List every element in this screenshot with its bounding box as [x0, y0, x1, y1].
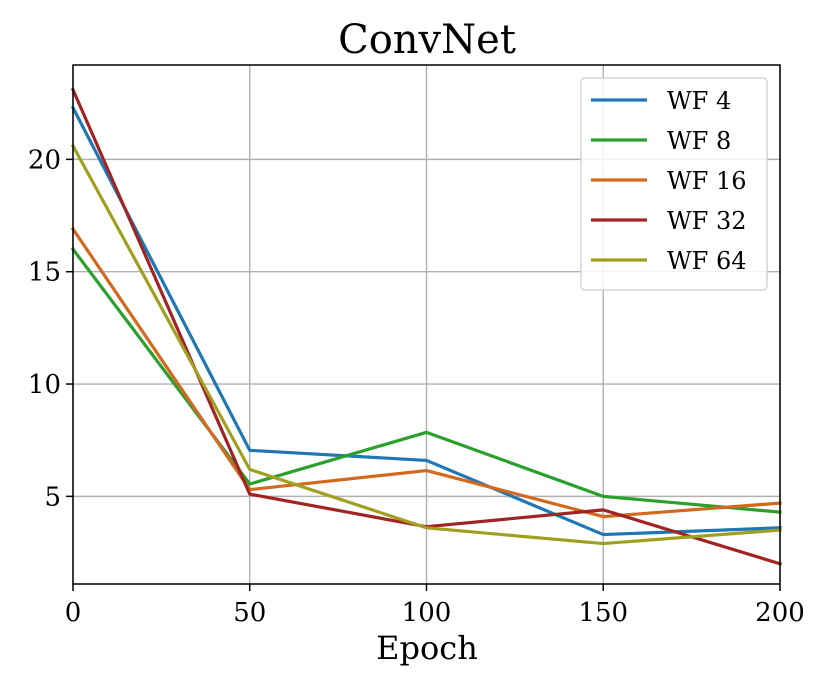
y-tick-label: 15 — [28, 258, 61, 288]
x-tick-label: 0 — [65, 598, 82, 628]
series-line-wf-64 — [70, 143, 782, 546]
x-tick-label: 150 — [578, 598, 628, 628]
series-line-wf-16 — [70, 226, 782, 519]
x-axis: 0 50 100 150 200 — [65, 584, 805, 628]
legend-box — [580, 77, 768, 291]
series-line-wf-8 — [70, 246, 782, 514]
x-tick-label: 50 — [233, 598, 266, 628]
chart-title: ConvNet — [338, 17, 516, 63]
legend-label: WF 64 — [667, 247, 747, 275]
series-group — [70, 87, 782, 566]
legend-label: WF 32 — [667, 207, 747, 235]
legend-label: WF 16 — [667, 167, 747, 195]
legend: WF 4 WF 8 WF 16 WF 32 WF 64 — [580, 77, 768, 291]
legend-label: WF 4 — [667, 87, 731, 115]
x-tick-label: 100 — [402, 598, 452, 628]
x-axis-label: Epoch — [376, 629, 478, 667]
y-axis: 5 10 15 20 — [28, 145, 73, 512]
legend-label: WF 8 — [667, 127, 731, 155]
x-tick-label: 200 — [755, 598, 805, 628]
y-tick-label: 5 — [44, 482, 61, 512]
y-tick-label: 10 — [28, 370, 61, 400]
y-tick-label: 20 — [28, 145, 61, 175]
series-line-wf-4 — [70, 105, 782, 537]
